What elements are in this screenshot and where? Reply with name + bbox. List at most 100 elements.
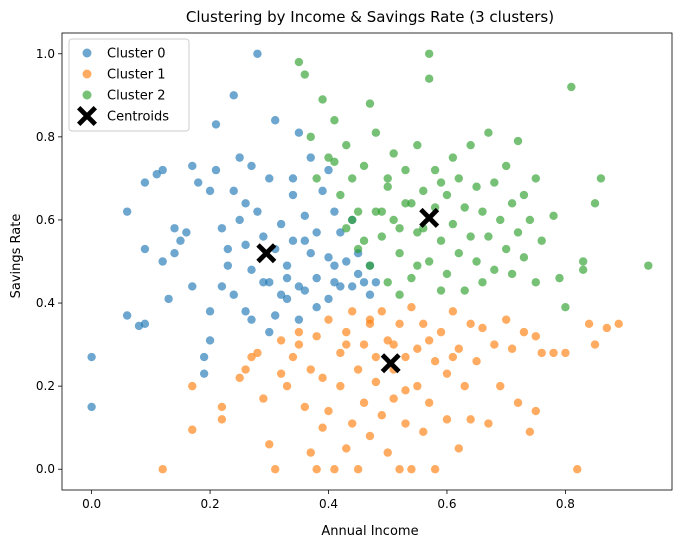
data-point	[436, 327, 446, 337]
data-point	[644, 261, 653, 270]
data-point	[276, 219, 286, 229]
data-point	[371, 128, 381, 137]
data-point	[561, 303, 570, 312]
y-axis-ticks: 0.0 0.2 0.4 0.6 0.8 1.0	[36, 47, 62, 476]
data-point	[419, 319, 428, 329]
data-point	[265, 174, 274, 183]
y-axis-label: Savings Rate	[9, 214, 24, 299]
data-point	[324, 165, 333, 175]
data-point	[247, 352, 256, 362]
data-point	[288, 190, 298, 200]
data-point	[276, 336, 286, 345]
legend-label: Cluster 2	[107, 89, 166, 104]
data-point	[324, 315, 333, 324]
data-point	[312, 174, 321, 183]
data-point	[294, 340, 304, 349]
data-point	[336, 282, 345, 291]
data-point	[253, 207, 262, 216]
chart-title: Clustering by Income & Savings Rate (3 c…	[186, 8, 554, 26]
data-point	[573, 465, 582, 474]
data-point	[395, 290, 404, 299]
data-point	[383, 336, 392, 345]
data-point	[229, 91, 238, 100]
data-point	[205, 336, 215, 345]
data-point	[259, 232, 268, 241]
data-point	[271, 116, 280, 125]
data-point	[359, 161, 369, 171]
data-point	[596, 174, 606, 183]
data-point	[265, 440, 274, 449]
data-point	[590, 340, 600, 349]
data-point	[525, 427, 535, 437]
data-point	[424, 398, 434, 407]
data-point	[294, 327, 304, 337]
data-point	[442, 369, 452, 378]
data-point	[217, 224, 227, 233]
data-point	[365, 319, 375, 329]
data-point	[288, 174, 298, 183]
data-point	[377, 207, 387, 216]
legend-label: Centroids	[107, 110, 169, 125]
data-point	[466, 319, 475, 329]
data-point	[223, 244, 233, 254]
data-point	[389, 215, 398, 225]
data-point	[276, 290, 286, 299]
data-point	[537, 348, 546, 358]
data-point	[448, 307, 458, 316]
data-point	[484, 232, 493, 241]
data-point	[454, 174, 463, 183]
data-point	[460, 381, 469, 391]
plot-area	[87, 49, 653, 474]
data-point	[567, 82, 576, 92]
data-point	[306, 248, 315, 258]
data-point	[182, 228, 191, 237]
data-point	[448, 153, 458, 162]
series-2	[294, 49, 653, 312]
legend-marker	[82, 90, 92, 100]
data-point	[300, 236, 310, 245]
data-point	[496, 381, 505, 391]
data-point	[300, 286, 310, 295]
data-point	[401, 419, 410, 428]
data-point	[353, 269, 363, 279]
data-point	[188, 381, 197, 391]
data-point	[235, 215, 244, 225]
data-point	[501, 244, 511, 254]
legend-marker	[82, 69, 92, 79]
data-point	[318, 423, 327, 432]
data-point	[424, 49, 434, 58]
x-tick-label: 0.4	[319, 497, 338, 511]
data-point	[330, 116, 339, 125]
data-point	[347, 419, 357, 428]
data-point	[318, 186, 327, 196]
y-tick-label: 0.6	[36, 213, 55, 227]
data-point	[531, 278, 540, 287]
data-point	[347, 215, 357, 225]
data-point	[259, 278, 268, 287]
data-point	[365, 290, 375, 299]
data-point	[294, 128, 304, 137]
data-point	[549, 348, 558, 358]
data-point	[259, 394, 268, 403]
data-point	[501, 161, 511, 171]
data-point	[472, 257, 481, 266]
data-point	[158, 257, 167, 266]
data-point	[229, 290, 238, 299]
data-point	[312, 228, 321, 237]
data-point	[602, 323, 612, 333]
data-point	[365, 261, 375, 270]
legend-label: Cluster 0	[107, 47, 166, 62]
data-point	[294, 282, 304, 291]
data-point	[276, 369, 286, 378]
data-point	[371, 207, 381, 216]
data-point	[531, 406, 540, 416]
data-point	[211, 165, 221, 175]
data-point	[324, 153, 333, 162]
data-point	[347, 282, 357, 291]
data-point	[211, 120, 221, 129]
data-point	[442, 190, 452, 200]
data-point	[247, 161, 256, 171]
data-point	[371, 278, 381, 287]
data-point	[472, 182, 481, 191]
